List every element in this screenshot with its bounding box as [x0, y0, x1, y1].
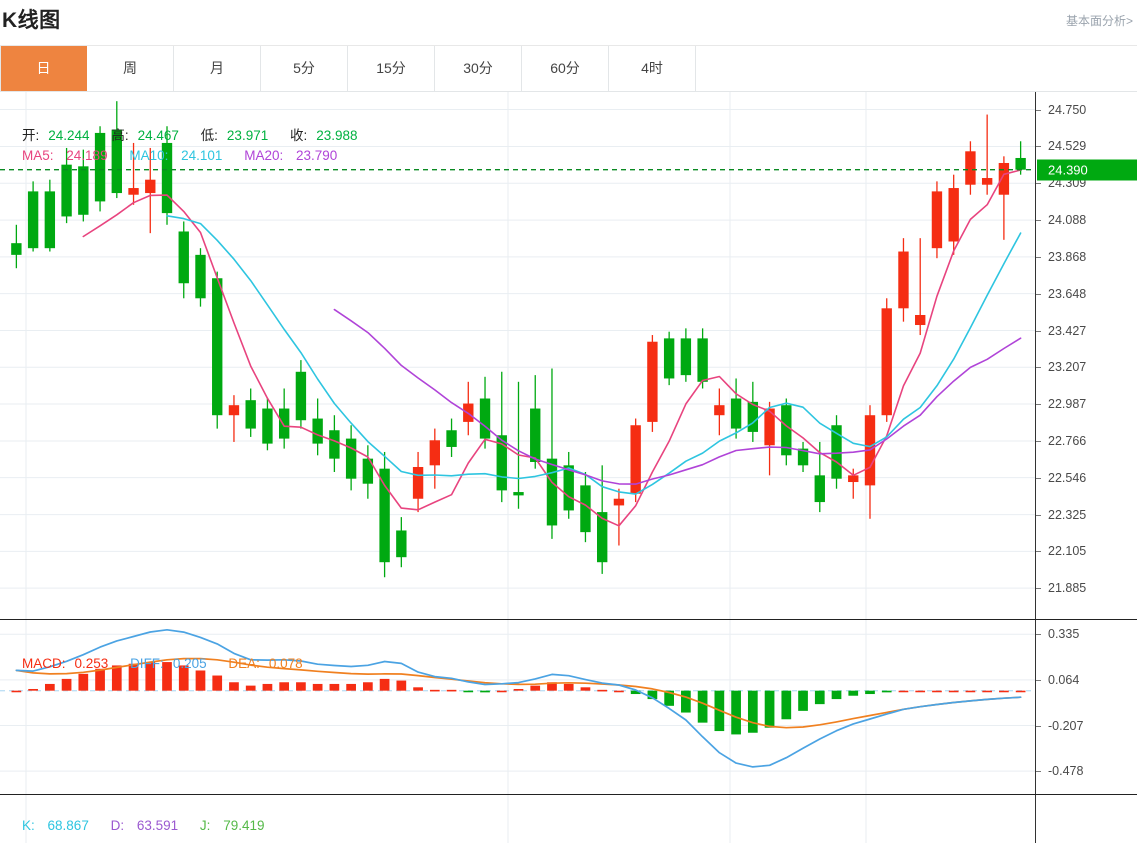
macd-tick-label: 0.335 [1048, 627, 1080, 642]
macd-tick-mark [1036, 679, 1041, 681]
tab-0[interactable]: 日 [0, 46, 87, 91]
price-tick-mark [1036, 514, 1041, 516]
candlestick-plot[interactable] [0, 92, 1035, 619]
price-tick-label: 22.987 [1048, 397, 1087, 412]
price-tick-mark [1036, 440, 1041, 442]
macd-tick-label: -0.478 [1048, 764, 1084, 779]
price-axis: 24.750 24.529 24.309 24.088 23.868 23.648 23.4… [1035, 92, 1137, 619]
price-tick-mark [1036, 183, 1041, 185]
page-title: K线图 [2, 9, 61, 32]
kdj-panel[interactable] [0, 794, 1137, 843]
tab-1[interactable]: 周 [87, 46, 174, 91]
macd-axis: 0.335 0.064 -0.207 -0.478 [1035, 620, 1137, 795]
price-tick-label: 23.207 [1048, 360, 1087, 375]
price-tick-mark [1036, 367, 1041, 369]
price-tick-label: 24.088 [1048, 213, 1087, 228]
macd-tick-label: 0.064 [1048, 672, 1080, 687]
kdj-axis [1035, 795, 1137, 843]
tab-3[interactable]: 5分 [261, 46, 348, 91]
macd-tick-mark [1036, 634, 1041, 636]
price-tick-mark [1036, 293, 1041, 295]
price-tick-mark [1036, 256, 1041, 258]
macd-panel[interactable]: 0.335 0.064 -0.207 -0.478 [0, 619, 1137, 795]
macd-tick-mark [1036, 725, 1041, 727]
price-tick-mark [1036, 477, 1041, 479]
price-tick-label: 23.427 [1048, 323, 1087, 338]
page-header: K线图 基本面分析> [0, 0, 1137, 46]
current-price-badge: 24.390 [1037, 159, 1137, 181]
price-tick-mark [1036, 109, 1041, 111]
price-tick-mark [1036, 220, 1041, 222]
period-tabbar[interactable]: 日周月 5分 15分 30分 60分 4时 [0, 46, 1137, 92]
price-tick-mark [1036, 146, 1041, 148]
price-tick-label: 23.868 [1048, 249, 1087, 264]
fundamental-analysis-link[interactable]: 基本面分析> [1065, 14, 1133, 28]
price-tick-label: 24.750 [1048, 102, 1087, 117]
tab-5[interactable]: 30分 [435, 46, 522, 91]
tab-4[interactable]: 15分 [348, 46, 435, 91]
tab-7[interactable]: 4时 [609, 46, 696, 91]
price-tick-mark [1036, 404, 1041, 406]
price-tick-label: 22.105 [1048, 544, 1087, 559]
price-tick-label: 21.885 [1048, 581, 1087, 596]
price-tick-label: 22.766 [1048, 433, 1087, 448]
macd-tick-label: -0.207 [1048, 718, 1084, 733]
macd-plot[interactable] [0, 620, 1035, 795]
price-tick-label: 22.546 [1048, 470, 1087, 485]
price-tick-mark [1036, 551, 1041, 553]
chart-area[interactable]: 24.750 24.529 24.309 24.088 23.868 23.648 23.4… [0, 92, 1137, 843]
price-tick-label: 22.325 [1048, 507, 1087, 522]
price-tick-label: 23.648 [1048, 286, 1087, 301]
macd-tick-mark [1036, 771, 1041, 773]
tab-2[interactable]: 月 [174, 46, 261, 91]
price-panel[interactable]: 24.750 24.529 24.309 24.088 23.868 23.648 23.4… [0, 92, 1137, 619]
kdj-plot[interactable] [0, 795, 1035, 843]
price-tick-mark [1036, 588, 1041, 590]
price-tick-label: 24.529 [1048, 139, 1087, 154]
tab-6[interactable]: 60分 [522, 46, 609, 91]
price-tick-mark [1036, 330, 1041, 332]
